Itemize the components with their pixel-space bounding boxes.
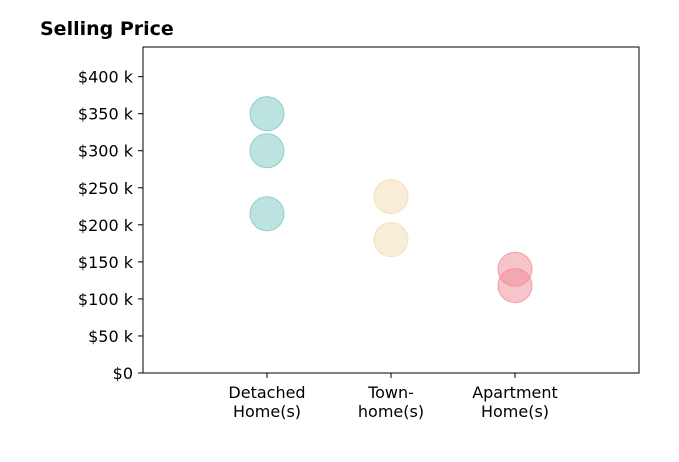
- data-point: [249, 133, 285, 169]
- data-point: [373, 222, 409, 258]
- data-point: [497, 268, 533, 304]
- y-tick-label: $0: [113, 364, 133, 383]
- chart-title: Selling Price: [40, 18, 174, 40]
- y-tick-label: $400 k: [78, 68, 134, 87]
- y-tick-label: $100 k: [78, 290, 134, 309]
- data-point: [249, 196, 285, 232]
- x-tick-label: Detached Home(s): [228, 383, 305, 421]
- x-axis: Detached Home(s) Town-home(s) Apartment Home…: [228, 373, 558, 421]
- x-tick-label: Apartment Home(s): [472, 383, 558, 421]
- data-points: [249, 96, 533, 304]
- y-tick-label: $200 k: [78, 216, 134, 235]
- y-tick-label: $50 k: [88, 327, 134, 346]
- data-point: [373, 179, 409, 215]
- plot-area-frame: [142, 46, 640, 374]
- x-tick-label: Town-home(s): [358, 383, 424, 421]
- y-tick-label: $150 k: [78, 253, 134, 272]
- y-tick-label: $300 k: [78, 142, 134, 161]
- y-axis: $0 $50 k $100 k $150 k $200 k $250 k $300 k $35…: [78, 68, 143, 383]
- y-tick-label: $250 k: [78, 179, 134, 198]
- data-point: [249, 96, 285, 132]
- y-tick-label: $350 k: [78, 105, 134, 124]
